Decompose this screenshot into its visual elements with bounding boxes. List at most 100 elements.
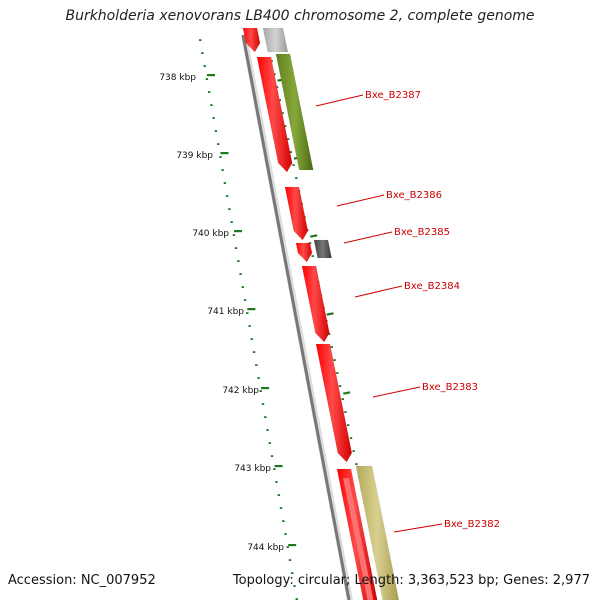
gene-labels: Bxe_B2387 Bxe_B2386 Bxe_B2385 Bxe_B2384 … <box>365 90 500 530</box>
scale-tick-dot <box>293 585 296 587</box>
gene-label-bxe-b2383[interactable]: Bxe_B2383 <box>422 382 478 393</box>
genome-summary-text: Topology: circular; Length: 3,363,523 bp… <box>232 573 590 588</box>
accession-text: Accession: NC_007952 <box>8 573 156 588</box>
scale-tick-dot <box>255 364 258 366</box>
scale-major-tick <box>220 152 229 155</box>
scale-tick-dot <box>250 338 253 340</box>
scale-label: 741 kbp <box>207 307 244 317</box>
scale-tick-dot <box>281 112 284 114</box>
scale-tick-dot <box>268 442 271 444</box>
label-leader-line <box>393 523 443 533</box>
gene-label-bxe-b2387[interactable]: Bxe_B2387 <box>365 90 421 101</box>
scale-tick-dot <box>270 455 274 457</box>
scale-tick-dot <box>289 151 292 153</box>
gene-feature-bxe-b2383 <box>315 343 353 463</box>
label-leader-line <box>372 386 421 398</box>
scale-tick-dot <box>232 234 236 236</box>
scale-tick-dot <box>234 247 238 249</box>
scale-tick-dot <box>201 52 204 54</box>
scale-tick-dot <box>347 424 350 426</box>
backbone <box>241 34 353 600</box>
scale-major-tick <box>234 230 242 233</box>
scale-major-tick <box>288 544 297 547</box>
scale-major-tick <box>326 312 334 316</box>
gene-label-bxe-b2386[interactable]: Bxe_B2386 <box>386 190 442 201</box>
scale-tick-dot <box>273 468 276 470</box>
scale-label: 743 kbp <box>234 464 271 474</box>
scale-tick-dot <box>275 481 278 483</box>
label-leader-line <box>315 94 364 107</box>
scale-tick-dot <box>261 403 265 405</box>
scale-label: 738 kbp <box>159 73 196 83</box>
gene-feature-red <box>242 27 261 53</box>
scale-tick-dot <box>221 169 224 171</box>
scale-tick-dot <box>210 104 213 106</box>
gene-feature-bxe-b2384 <box>301 265 330 343</box>
scale-label: 742 kbp <box>222 386 259 396</box>
scale-tick-dot <box>199 39 202 41</box>
scale-tick-dot <box>214 130 218 132</box>
scale-tick-dot <box>241 286 244 288</box>
scale-major-tick <box>247 308 256 311</box>
scale-tick-dot <box>217 143 220 145</box>
gene-feature-bxe-b2382 <box>355 465 400 600</box>
scale-tick-dot <box>292 164 295 166</box>
gene-feature-gray <box>262 27 289 53</box>
scale-tick-dot <box>219 156 222 158</box>
scale-tick-dot <box>282 520 285 522</box>
scale-tick-dot <box>344 411 347 413</box>
scale-tick-dot <box>243 299 247 301</box>
scale-tick-dot <box>203 65 206 67</box>
gene-label-bxe-b2384[interactable]: Bxe_B2384 <box>404 281 460 292</box>
scale-tick-dot <box>288 559 292 561</box>
scale-label: 740 kbp <box>192 229 229 239</box>
scale-tick-dot <box>279 507 283 509</box>
scale-tick-dot <box>349 437 353 439</box>
scale-tick-dot <box>225 195 229 197</box>
scale-tick-dot <box>239 273 242 275</box>
map-title: Burkholderia xenovorans LB400 chromosome… <box>65 8 535 24</box>
scale-tick-dot <box>212 117 215 119</box>
gene-label-bxe-b2382[interactable]: Bxe_B2382 <box>444 519 500 530</box>
scale-tick-dot <box>286 546 289 548</box>
scale-tick-dot <box>248 325 251 327</box>
scale-tick-dot <box>295 598 298 600</box>
scale-tick-dot <box>208 91 211 93</box>
gene-features <box>242 27 400 600</box>
scale-tick-dot <box>266 429 269 431</box>
label-leader-line <box>354 285 403 298</box>
scale-major-tick <box>343 391 351 395</box>
scale-tick-dot <box>252 351 256 353</box>
backbone-line <box>241 34 351 600</box>
scale-tick-dot <box>333 359 336 361</box>
scale-tick-dot <box>257 377 260 379</box>
gene-feature-bxe-b2385 <box>313 239 332 259</box>
gene-label-bxe-b2385[interactable]: Bxe_B2385 <box>394 227 450 238</box>
scale-tick-dot <box>341 398 344 400</box>
scale-tick-dot <box>259 390 262 392</box>
scale-tick-dot <box>330 346 333 348</box>
scale-tick-dot <box>275 86 279 88</box>
scale-label: 744 kbp <box>247 543 284 553</box>
scale-tick-dot <box>277 494 280 496</box>
scale-label: 739 kbp <box>176 151 213 161</box>
scale-tick-dot <box>311 255 314 257</box>
scale-tick-dot <box>228 208 231 210</box>
gene-feature-red <box>284 186 309 241</box>
label-leader-line <box>336 194 385 207</box>
scale-tick-dot <box>205 78 209 80</box>
scale-tick-dot <box>286 138 290 140</box>
scale-labels: 738 kbp 739 kbp 740 kbp 741 kbp 742 kbp … <box>159 73 284 553</box>
scale-tick-dot <box>237 260 240 262</box>
scale-major-tick <box>310 234 318 238</box>
scale-tick-dot <box>291 572 294 574</box>
gene-feature-red <box>295 242 313 263</box>
scale-tick-dot <box>230 221 233 223</box>
scale-tick-dot <box>336 372 339 374</box>
scale-tick-dot <box>284 533 287 535</box>
scale-tick-dot <box>355 463 358 465</box>
gene-feature-bxe-b2386 <box>256 56 293 173</box>
scale-tick-dot <box>295 177 298 179</box>
